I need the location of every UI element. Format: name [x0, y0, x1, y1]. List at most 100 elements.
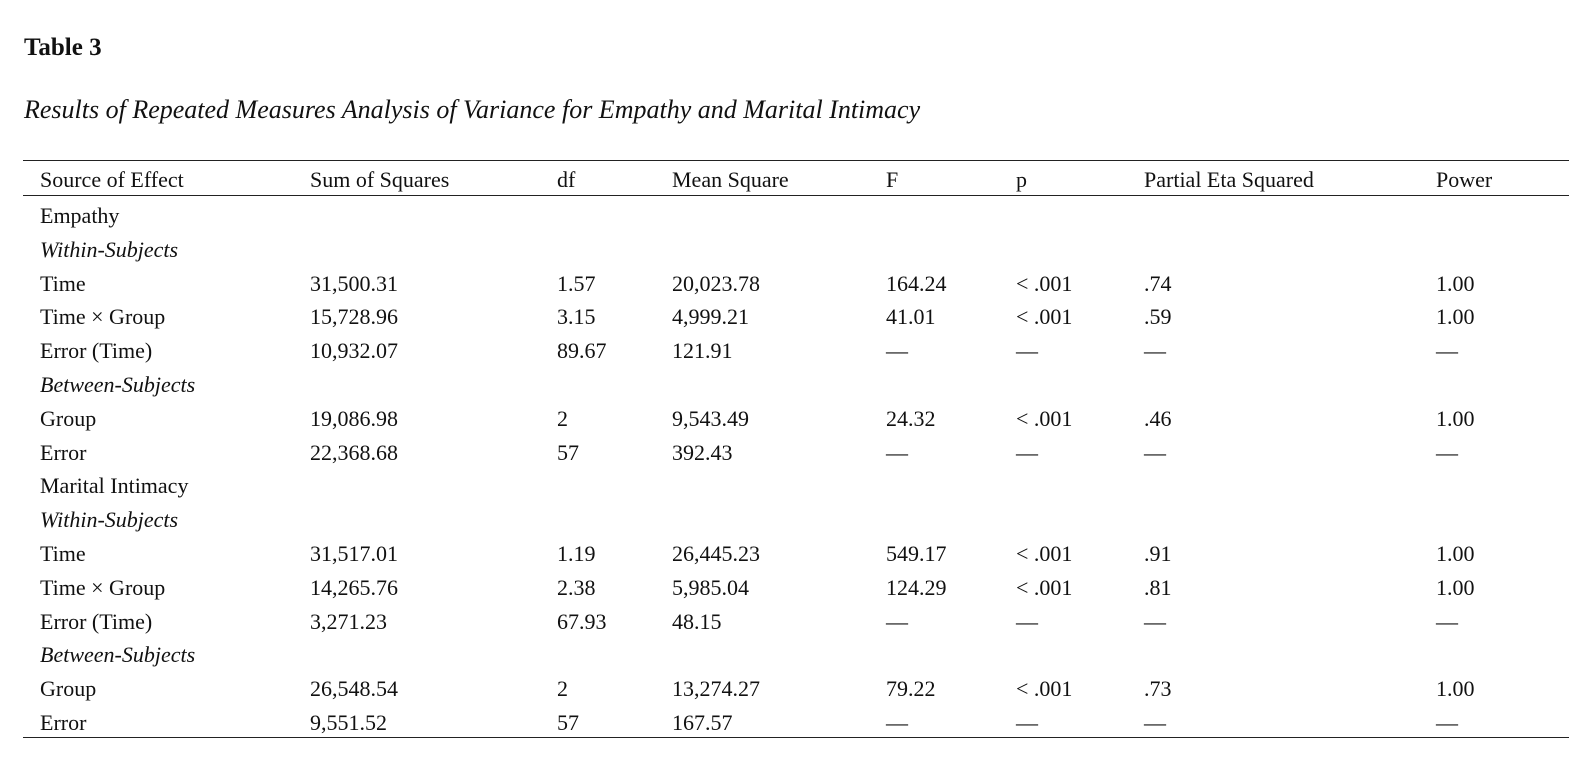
cell-power: 1.00 [1436, 574, 1475, 600]
cell-sum-of-squares: 31,517.01 [310, 541, 398, 566]
cell-source: Within-Subjects [40, 507, 179, 533]
cell-source: Marital Intimacy [40, 473, 189, 499]
cell-partial-eta-squared: — [1144, 710, 1166, 735]
cell-sum-of-squares: 9,551.52 [310, 710, 387, 735]
cell-df: 1.19 [557, 541, 596, 566]
table-row: Error (Time) 3,271.23 67.93 48.15 — — — — [0, 605, 1588, 639]
cell-partial-eta-squared: — [1144, 439, 1166, 465]
cell-p: < .001 [1016, 304, 1073, 330]
cell-mean-square: 121.91 [672, 338, 733, 364]
cell-source: Group [40, 676, 97, 702]
cell-sum-of-squares: 15,728.96 [310, 304, 398, 330]
cell-mean-square: 26,445.23 [672, 541, 760, 566]
cell-partial-eta-squared: .46 [1144, 405, 1172, 431]
cell-f: 79.22 [886, 676, 936, 702]
cell-power: — [1436, 608, 1458, 634]
cell-f: — [886, 439, 908, 465]
header-sum-of-squares: Sum of Squares [310, 167, 450, 192]
cell-source: Within-Subjects [40, 236, 179, 262]
cell-mean-square: 5,985.04 [672, 574, 749, 600]
cell-f: — [886, 338, 908, 364]
section-heading-row: Within-Subjects [0, 503, 1588, 537]
section-heading-row: Between-Subjects [0, 638, 1588, 672]
cell-power: — [1436, 338, 1458, 364]
cell-sum-of-squares: 3,271.23 [310, 608, 387, 634]
cell-mean-square: 13,274.27 [672, 676, 760, 702]
cell-p: — [1016, 608, 1038, 634]
table-row: Error 9,551.52 57 167.57 — — — — [0, 706, 1588, 740]
cell-power: — [1436, 439, 1458, 465]
cell-f: 41.01 [886, 304, 936, 330]
cell-p: — [1016, 338, 1038, 364]
cell-f: — [886, 710, 908, 735]
header-df: df [557, 167, 576, 192]
cell-df: 57 [557, 710, 579, 735]
table-row: Error 22,368.68 57 392.43 — — — — [0, 436, 1588, 470]
section-heading-row: Within-Subjects [0, 233, 1588, 267]
cell-source: Time × Group [40, 574, 166, 600]
cell-power: 1.00 [1436, 676, 1475, 702]
header-partial-eta-squared: Partial Eta Squared [1144, 167, 1314, 192]
table-top-rule [23, 160, 1569, 161]
cell-sum-of-squares: 14,265.76 [310, 574, 398, 600]
cell-source: Group [40, 405, 97, 431]
cell-source: Time [40, 541, 86, 566]
cell-mean-square: 9,543.49 [672, 405, 749, 431]
header-f: F [886, 167, 899, 192]
header-mean-square: Mean Square [672, 167, 789, 192]
cell-f: 124.29 [886, 574, 947, 600]
cell-p: — [1016, 439, 1038, 465]
cell-power: 1.00 [1436, 541, 1475, 566]
cell-partial-eta-squared: .81 [1144, 574, 1172, 600]
cell-p: < .001 [1016, 405, 1073, 431]
table-row: Time 31,517.01 1.19 26,445.23 549.17 < .001 .9… [0, 537, 1588, 571]
cell-source: Empathy [40, 203, 120, 228]
cell-partial-eta-squared: — [1144, 338, 1166, 364]
cell-source: Error (Time) [40, 608, 153, 634]
cell-f: 164.24 [886, 270, 947, 296]
cell-df: 2 [557, 405, 568, 431]
group-heading-row: Marital Intimacy [0, 469, 1588, 503]
header-p: p [1016, 167, 1027, 192]
cell-partial-eta-squared: .59 [1144, 304, 1172, 330]
table-label: Table 3 [24, 34, 102, 61]
cell-power: — [1436, 710, 1458, 735]
cell-p: < .001 [1016, 574, 1073, 600]
cell-df: 2 [557, 676, 568, 702]
cell-p: < .001 [1016, 541, 1073, 566]
table-header-row: Source of Effect Sum of Squares df Mean … [0, 163, 1588, 197]
cell-partial-eta-squared: .74 [1144, 270, 1172, 296]
cell-source: Between-Subjects [40, 372, 196, 397]
cell-p: < .001 [1016, 676, 1073, 702]
cell-source: Error (Time) [40, 338, 153, 364]
header-source-of-effect: Source of Effect [40, 167, 184, 192]
table-row: Time × Group 15,728.96 3.15 4,999.21 41.01 < … [0, 300, 1588, 334]
table-row: Time × Group 14,265.76 2.38 5,985.04 124.29 <… [0, 571, 1588, 605]
cell-mean-square: 392.43 [672, 439, 733, 465]
cell-partial-eta-squared: .73 [1144, 676, 1172, 702]
cell-f: 549.17 [886, 541, 947, 566]
table-bottom-rule [23, 737, 1569, 738]
cell-p: < .001 [1016, 270, 1073, 296]
cell-source: Time × Group [40, 304, 166, 330]
cell-mean-square: 20,023.78 [672, 270, 760, 296]
cell-source: Between-Subjects [40, 642, 196, 668]
cell-sum-of-squares: 26,548.54 [310, 676, 398, 702]
cell-sum-of-squares: 31,500.31 [310, 270, 398, 296]
table-row: Group 19,086.98 2 9,543.49 24.32 < .001 .46 1.0… [0, 402, 1588, 436]
cell-power: 1.00 [1436, 270, 1475, 296]
group-heading-row: Empathy [0, 199, 1588, 233]
cell-mean-square: 167.57 [672, 710, 733, 735]
table-row: Error (Time) 10,932.07 89.67 121.91 — — — — [0, 334, 1588, 368]
cell-df: 2.38 [557, 574, 596, 600]
cell-sum-of-squares: 10,932.07 [310, 338, 398, 364]
cell-power: 1.00 [1436, 304, 1475, 330]
cell-df: 57 [557, 439, 579, 465]
cell-sum-of-squares: 19,086.98 [310, 405, 398, 431]
cell-p: — [1016, 710, 1038, 735]
cell-sum-of-squares: 22,368.68 [310, 439, 398, 465]
cell-source: Error [40, 439, 87, 465]
cell-df: 89.67 [557, 338, 607, 364]
table-row: Group 26,548.54 2 13,274.27 79.22 < .001 .73 1.… [0, 672, 1588, 706]
cell-mean-square: 4,999.21 [672, 304, 749, 330]
